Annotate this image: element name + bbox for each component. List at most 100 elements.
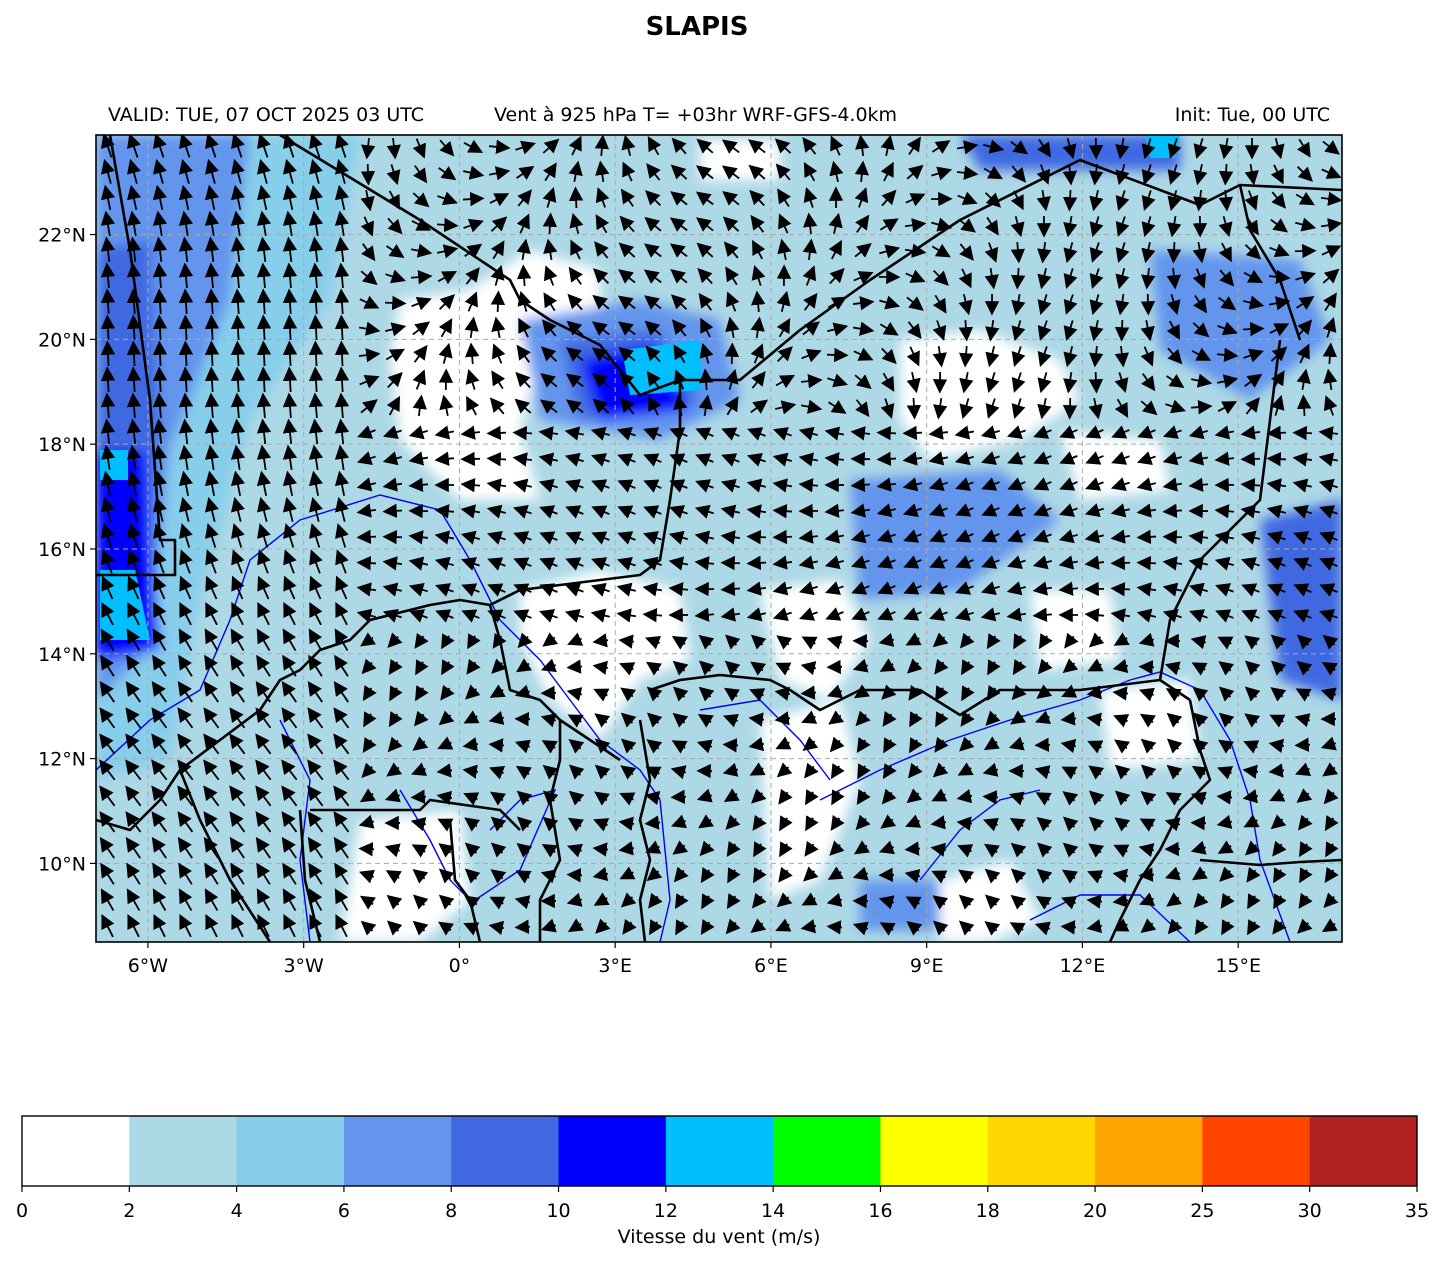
wind-vector — [461, 557, 480, 571]
wind-vector — [360, 632, 377, 647]
wind-vector — [1058, 581, 1079, 596]
wind-vector — [955, 477, 974, 491]
wind-vector — [308, 628, 323, 651]
wind-vector — [460, 478, 481, 493]
wind-vector — [1269, 243, 1290, 258]
wind-vector — [827, 373, 848, 388]
wind-vector — [644, 243, 662, 258]
wind-vector — [642, 582, 663, 597]
wind-vector — [1322, 342, 1338, 365]
wind-vector — [539, 583, 558, 597]
wind-vector — [334, 236, 350, 263]
wind-vector — [257, 135, 271, 158]
colorbar-tick-label: 0 — [16, 1200, 28, 1222]
wind-vector — [700, 317, 714, 338]
wind-vector — [283, 158, 297, 184]
wind-vector — [126, 628, 141, 651]
wind-vector — [463, 165, 485, 180]
wind-vector — [517, 189, 533, 207]
wind-vector — [100, 340, 116, 367]
wind-vector — [669, 453, 688, 467]
wind-vector — [643, 427, 662, 441]
wind-vector — [568, 266, 583, 285]
wind-vector — [642, 556, 662, 571]
wind-vector — [984, 216, 999, 236]
wind-vector — [461, 609, 480, 623]
wind-vector — [488, 139, 511, 155]
wind-vector — [460, 504, 481, 519]
wind-vector — [1162, 608, 1182, 623]
wind-vector — [100, 314, 116, 341]
wind-vector — [1218, 216, 1233, 238]
colorbar-segment — [22, 1116, 130, 1186]
wind-vector — [512, 452, 533, 467]
wind-vector — [413, 344, 428, 363]
wind-vector — [542, 162, 557, 182]
wind-vector — [256, 444, 272, 471]
wind-vector — [569, 212, 584, 234]
wind-vector — [437, 270, 458, 285]
wind-vector — [1296, 138, 1311, 158]
wind-vector — [1322, 317, 1337, 338]
wind-vector — [230, 340, 246, 367]
wind-vector — [694, 504, 714, 519]
wind-vector — [565, 583, 584, 597]
wind-vector — [152, 628, 167, 651]
wind-vector — [798, 555, 819, 570]
wind-zone-shape — [860, 880, 940, 930]
wind-vector — [512, 478, 532, 493]
wind-vector — [517, 290, 532, 312]
wind-vector — [984, 267, 999, 290]
wind-vector — [334, 210, 350, 236]
wind-vector — [566, 868, 583, 883]
wind-vector — [695, 427, 714, 441]
wind-vector — [854, 374, 872, 390]
wind-vector — [152, 184, 167, 210]
wind-vector — [308, 262, 324, 289]
wind-vector — [230, 496, 245, 522]
wind-vector — [1007, 451, 1026, 465]
colorbar-tick-label: 4 — [231, 1200, 243, 1222]
wind-vector — [903, 529, 922, 543]
wind-vector — [360, 163, 376, 186]
wind-vector — [1215, 609, 1234, 623]
wind-vector — [775, 400, 797, 415]
wind-vector — [152, 366, 168, 393]
wind-vector — [1032, 607, 1053, 622]
wind-vector — [1063, 371, 1078, 394]
wind-vector — [1219, 137, 1234, 160]
wind-vector — [256, 314, 272, 341]
wind-vector — [750, 214, 765, 233]
wind-vector — [1319, 557, 1338, 571]
wind-vector — [800, 374, 823, 389]
wind-vector — [490, 264, 505, 286]
wind-vector — [335, 549, 349, 574]
colorbar-tick-label: 14 — [761, 1200, 785, 1222]
wind-vector — [1162, 477, 1183, 492]
wind-vector — [1318, 452, 1339, 467]
wind-vector — [126, 184, 141, 210]
wind-vector — [410, 269, 433, 285]
wind-vector — [673, 344, 688, 364]
wind-vector — [751, 371, 766, 389]
wind-vector — [647, 136, 662, 156]
wind-vector — [1141, 164, 1156, 185]
wind-vector — [879, 321, 899, 336]
wind-vector — [1115, 293, 1130, 316]
wind-vector — [204, 262, 220, 289]
wind-vector — [230, 262, 246, 289]
wind-vector — [1011, 320, 1026, 342]
wind-vector — [1062, 189, 1078, 212]
wind-vector — [1011, 293, 1026, 316]
wind-vector — [1270, 346, 1288, 362]
wind-vector — [1010, 267, 1026, 290]
wind-vector — [905, 269, 926, 283]
wind-vector — [955, 581, 974, 595]
wind-vector — [594, 241, 609, 259]
wind-vector — [231, 135, 245, 158]
wind-vector — [772, 555, 793, 570]
wind-vector — [851, 555, 870, 569]
wind-vector — [564, 608, 584, 623]
wind-vector — [1243, 269, 1264, 284]
wind-vector — [1244, 163, 1259, 186]
